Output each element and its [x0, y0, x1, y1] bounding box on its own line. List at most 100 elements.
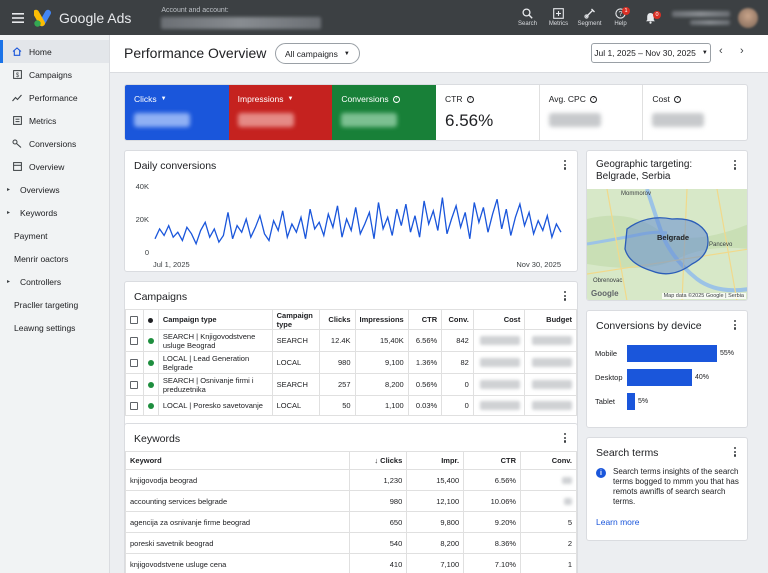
campaign-name[interactable]: LOCAL | Poresko savetovanje: [157, 395, 273, 416]
help-action[interactable]: ? 1 Help: [605, 7, 636, 27]
column-header-sorted[interactable]: ↓ Clicks: [349, 451, 408, 470]
sidebar-item-pracller-targeting[interactable]: Pracller targeting: [0, 293, 109, 316]
table-row[interactable]: knjigovodstvene usluge cena 410 7,100 7.…: [124, 553, 577, 573]
table-row[interactable]: LOCAL | Poresko savetovanje LOCAL 50 1,1…: [125, 395, 577, 416]
sidebar-item-performance[interactable]: Performance: [0, 86, 109, 109]
metric-ctr[interactable]: CTR? 6.56%: [436, 85, 540, 140]
metric-label: Clicks: [134, 94, 157, 104]
metric-avg-cpc[interactable]: Avg. CPC?: [540, 85, 644, 140]
table-row[interactable]: SEARCH | Knjigovodstvene usluge Beograd …: [125, 329, 577, 352]
main-content: Performance Overview All campaigns ▼ Jul…: [110, 35, 768, 573]
row-checkbox[interactable]: [125, 329, 144, 352]
select-all-checkbox[interactable]: [125, 309, 144, 330]
sidebar-item-conversions[interactable]: Conversions: [0, 132, 109, 155]
help-icon[interactable]: ?: [589, 95, 597, 103]
campaigns-icon: $: [12, 70, 22, 79]
row-checkbox[interactable]: [125, 395, 144, 416]
table-row[interactable]: accounting services belgrade 980 12,100 …: [124, 490, 577, 512]
row-checkbox[interactable]: [125, 351, 144, 374]
help-icon[interactable]: ?: [673, 95, 681, 103]
dropdown-arrow-icon[interactable]: ▼: [160, 96, 167, 102]
search-action[interactable]: Search: [512, 8, 543, 27]
metric-label: Avg. CPC: [548, 94, 586, 104]
metrics-strip: Clicks ▼ Impressions ▼ Conversions? CTR? 6…: [124, 84, 748, 141]
metric-impressions[interactable]: Impressions ▼: [228, 85, 333, 140]
campaign-name[interactable]: SEARCH | Knjigovodstvene usluge Beograd: [157, 329, 273, 352]
table-row[interactable]: poreski savetnik beograd 540 8,200 8.36%…: [124, 532, 577, 554]
column-header[interactable]: CTR: [407, 309, 443, 330]
map-attribution[interactable]: Map data ©2025 Google | Serbia: [661, 293, 746, 299]
sidebar-item-keywords[interactable]: ▸ Keywords: [0, 201, 109, 224]
column-header[interactable]: Campaign type: [157, 309, 273, 330]
sidebar-item-menrir-oactors[interactable]: Menrir oactors: [0, 247, 109, 270]
sidebar-item-controllers[interactable]: ▸ Controllers: [0, 270, 109, 293]
previous-period-button[interactable]: ‹: [719, 45, 723, 57]
conv-cell: 0: [441, 373, 474, 396]
keyword-cell[interactable]: knjigovodja beograd: [124, 469, 351, 491]
help-icon[interactable]: ?: [392, 95, 400, 103]
more-options-icon[interactable]: [731, 320, 739, 330]
metric-clicks[interactable]: Clicks ▼: [125, 85, 229, 140]
conv-redacted: [520, 469, 577, 491]
sidebar-item-overviews[interactable]: ▸ Overviews: [0, 178, 109, 201]
sidebar-item-campaigns[interactable]: $ Campaigns: [0, 63, 109, 86]
clicks-cell: 980: [319, 351, 356, 374]
metrics-action[interactable]: Metrics: [543, 8, 574, 27]
metric-conversions[interactable]: Conversions?: [332, 85, 437, 140]
more-options-icon[interactable]: [731, 447, 739, 457]
more-options-icon[interactable]: [561, 160, 569, 170]
status-column-header: [142, 309, 159, 330]
google-ads-logo[interactable]: Google Ads: [34, 9, 131, 27]
keyword-cell[interactable]: poreski savetnik beograd: [124, 532, 351, 554]
sidebar-item-label: Payment: [14, 230, 48, 241]
sidebar-item-leawng-settings[interactable]: Leawng settings: [0, 316, 109, 339]
avatar[interactable]: [738, 7, 758, 28]
column-header[interactable]: Conv.: [441, 309, 474, 330]
keyword-cell[interactable]: accounting services belgrade: [124, 490, 351, 512]
keyword-cell[interactable]: knjigovodstvene usluge cena: [124, 553, 351, 573]
account-selector[interactable]: Account and account:: [161, 7, 322, 29]
campaign-name[interactable]: LOCAL | Lead Generation Belgrade: [157, 351, 273, 374]
sidebar-item-payment[interactable]: Payment: [0, 224, 109, 247]
column-header[interactable]: Conv.: [520, 451, 577, 470]
menu-icon[interactable]: [0, 12, 36, 23]
metric-cost[interactable]: Cost?: [643, 85, 747, 140]
column-header[interactable]: Impressions: [354, 309, 409, 330]
sidebar-item-home[interactable]: Home: [0, 40, 109, 63]
ctr-cell: 0.03%: [407, 395, 443, 416]
more-options-icon[interactable]: [561, 433, 569, 443]
campaign-name[interactable]: SEARCH | Osnivanje firmi i preduzetnika: [157, 373, 273, 396]
sidebar-item-metrics[interactable]: Metrics: [0, 109, 109, 132]
more-options-icon[interactable]: [731, 160, 739, 170]
sidebar-item-overview[interactable]: Overview: [0, 155, 109, 178]
campaign-filter-dropdown[interactable]: All campaigns ▼: [275, 43, 360, 64]
row-checkbox[interactable]: [125, 373, 144, 396]
column-header[interactable]: Keyword: [124, 451, 351, 470]
table-row[interactable]: SEARCH | Osnivanje firmi i preduzetnika …: [125, 373, 577, 396]
x-tick-label: Nov 30, 2025: [516, 260, 561, 269]
next-period-button[interactable]: ›: [740, 45, 744, 57]
column-header[interactable]: Budget: [524, 309, 577, 330]
home-icon: [12, 47, 22, 56]
device-percent: 5%: [638, 398, 649, 405]
table-row[interactable]: LOCAL | Lead Generation Belgrade LOCAL 9…: [125, 351, 577, 374]
map[interactable]: Mommorov Belgrade Pancevo Obrenovac Goog…: [587, 189, 747, 300]
column-header[interactable]: Campaign type: [271, 309, 321, 330]
column-header[interactable]: Clicks: [319, 309, 356, 330]
notifications-button[interactable]: 0: [636, 10, 664, 24]
dropdown-arrow-icon[interactable]: ▼: [287, 96, 294, 102]
segment-action[interactable]: Segment: [574, 8, 605, 27]
table-row[interactable]: knjigovodja beograd 1,230 15,400 6.56%: [124, 469, 577, 491]
cost-redacted: [472, 329, 526, 352]
date-range-picker[interactable]: Jul 1, 2025 – Nov 30, 2025 ▼: [591, 43, 711, 63]
column-header[interactable]: CTR: [463, 451, 522, 470]
table-row[interactable]: agencija za osnivanje firme beograd 650 …: [124, 511, 577, 533]
search-terms-info: i Search terms insights of the search te…: [596, 467, 740, 507]
learn-more-link[interactable]: Learn more: [596, 517, 640, 527]
column-header[interactable]: Cost: [472, 309, 526, 330]
more-options-icon[interactable]: [561, 291, 569, 301]
keyword-cell[interactable]: agencija za osnivanje firme beograd: [124, 511, 351, 533]
help-icon[interactable]: ?: [466, 95, 474, 103]
account-name-redacted: [161, 16, 322, 29]
column-header[interactable]: Impr.: [406, 451, 465, 470]
